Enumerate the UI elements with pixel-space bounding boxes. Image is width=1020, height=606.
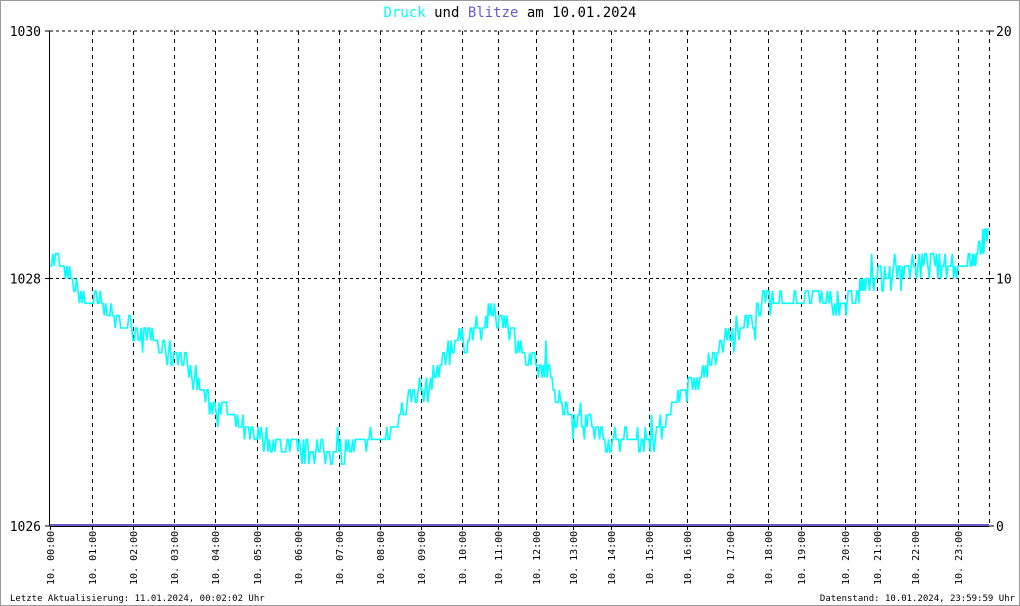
- last-update-text: Letzte Aktualisierung: 11.01.2024, 00:02…: [10, 594, 265, 604]
- chart-title: Druck und Blitze am 10.01.2024: [1, 5, 1019, 21]
- x-tick-label: 10. 12:00: [532, 531, 543, 585]
- x-tick-label: 10. 13:00: [569, 531, 580, 585]
- title-druck: Druck: [383, 5, 426, 21]
- x-tick-label: 10. 18:00: [764, 531, 775, 585]
- x-tick-label: 10. 01:00: [88, 531, 99, 585]
- title-und: und: [434, 5, 460, 21]
- x-tick-label: 10. 08:00: [376, 531, 387, 585]
- title-date: am 10.01.2024: [526, 5, 637, 21]
- data-status-text: Datenstand: 10.01.2024, 23:59:59 Uhr: [819, 594, 1015, 604]
- x-tick-label: 10. 20:00: [841, 531, 852, 585]
- x-tick-label: 10. 17:00: [726, 531, 737, 585]
- x-tick-label: 10. 07:00: [335, 531, 346, 585]
- x-tick-label: 10. 21:00: [873, 531, 884, 585]
- x-tick-label: 10. 05:00: [253, 531, 264, 585]
- x-tick-label: 10. 02:00: [129, 531, 140, 585]
- x-tick-label: 10. 15:00: [645, 531, 656, 585]
- x-tick-label: 10. 14:00: [607, 531, 618, 585]
- y-tick-label-left: 1026: [10, 520, 41, 535]
- x-tick-label: 10. 04:00: [211, 531, 222, 585]
- y-tick-label-right: 0: [996, 520, 1004, 535]
- x-tick-label: 10. 16:00: [683, 531, 694, 585]
- x-tick-label: 10. 09:00: [417, 531, 428, 585]
- y-tick-label-left: 1030: [10, 25, 41, 40]
- x-tick-label: 10. 06:00: [294, 531, 305, 585]
- x-tick-label: 10. 19:00: [797, 531, 808, 585]
- x-tick-label: 10. 11:00: [494, 531, 505, 585]
- druck-line: [50, 228, 989, 465]
- y-tick-label-right: 10: [996, 273, 1012, 288]
- x-tick-label: 10. 22:00: [911, 531, 922, 585]
- x-tick-label: 10. 23:00: [954, 531, 965, 585]
- y-tick-label-left: 1028: [10, 273, 41, 288]
- y-tick-label-right: 20: [996, 25, 1012, 40]
- title-blitze: Blitze: [467, 5, 519, 21]
- x-tick-label: 10. 10:00: [458, 531, 469, 585]
- x-tick-label: 10. 00:00: [46, 531, 57, 585]
- x-tick-label: 10. 03:00: [170, 531, 181, 585]
